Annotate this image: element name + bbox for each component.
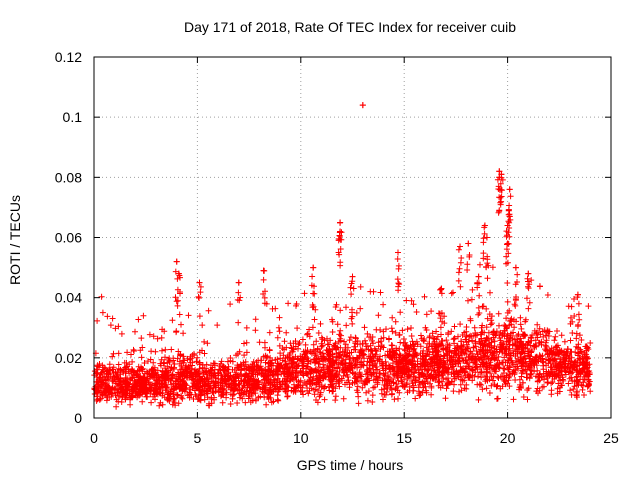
- roti-peak-point: [496, 174, 503, 181]
- axis-ticks: 0 5 10 15 20 25 0 0.02 0.04 0.06 0.08 0.1 0.12: [55, 49, 619, 446]
- roti-peak-point: [496, 168, 503, 175]
- x-tick-label: 25: [603, 430, 619, 446]
- roti-peak-point: [337, 219, 344, 226]
- y-tick-label: 0.12: [55, 49, 82, 65]
- roti-peak-point: [525, 270, 532, 277]
- roti-peak-point: [337, 228, 344, 235]
- roti-peak-point: [175, 270, 182, 277]
- roti-peak-point: [574, 291, 581, 298]
- x-tick-label: 20: [500, 430, 516, 446]
- roti-peak-point: [260, 267, 267, 274]
- roti-peak-point: [475, 273, 482, 280]
- roti-peak-point: [504, 240, 511, 247]
- roti-peak-point: [359, 102, 366, 109]
- roti-series-markers: [91, 102, 594, 410]
- roti-peak-point: [349, 273, 356, 280]
- y-tick-label: 0.02: [55, 350, 82, 366]
- chart-title: Day 171 of 2018, Rate Of TEC Index for r…: [184, 19, 516, 35]
- roti-peak-point: [483, 234, 490, 241]
- y-axis-label: ROTI / TECUs: [7, 195, 23, 285]
- roti-peak-point: [310, 264, 317, 271]
- roti-peak-point: [235, 279, 242, 286]
- x-axis-label: GPS time / hours: [297, 457, 404, 473]
- roti-peak-point: [498, 171, 505, 178]
- roti-peak-point: [394, 249, 401, 256]
- roti-peak-point: [506, 186, 513, 193]
- x-tick-label: 5: [194, 430, 202, 446]
- roti-peak-point: [438, 285, 445, 292]
- roti-peak-point: [196, 279, 203, 286]
- roti-peak-point: [512, 264, 519, 271]
- roti-peak-point: [173, 258, 180, 265]
- y-tick-label: 0.04: [55, 290, 82, 306]
- x-tick-label: 15: [396, 430, 412, 446]
- roti-peak-point: [506, 213, 513, 220]
- x-tick-label: 10: [293, 430, 309, 446]
- data-points: [91, 102, 594, 410]
- y-tick-label: 0.06: [55, 230, 82, 246]
- roti-peak-point: [457, 243, 464, 250]
- y-tick-label: 0: [74, 410, 82, 426]
- roti-peak-point: [465, 240, 472, 247]
- roti-peak-point: [481, 222, 488, 229]
- y-tick-label: 0.1: [63, 109, 83, 125]
- y-tick-label: 0.08: [55, 169, 82, 185]
- roti-peak-point: [504, 222, 511, 229]
- x-tick-label: 0: [90, 430, 98, 446]
